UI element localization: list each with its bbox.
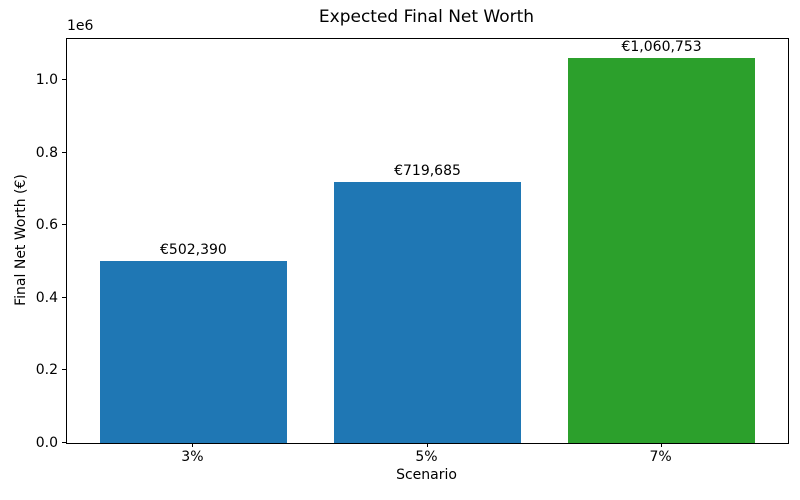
y-axis-offset-label: 1e6 <box>67 18 94 34</box>
bar <box>333 181 522 443</box>
plot-area: €502,390 €719,685 €1,060,753 <box>66 38 789 444</box>
x-tick-label: 3% <box>181 449 204 465</box>
y-tick-mark <box>62 79 66 81</box>
bar-value-label: €502,390 <box>160 241 227 258</box>
y-tick-mark <box>62 224 66 226</box>
x-tick-label: 7% <box>649 449 672 465</box>
x-tick-mark <box>192 443 194 447</box>
y-tick-label: 0.0 <box>35 435 58 451</box>
x-tick-mark <box>426 443 428 447</box>
x-tick-mark <box>660 443 662 447</box>
y-tick-label: 0.8 <box>35 144 58 161</box>
y-tick-mark <box>62 442 66 443</box>
y-tick-label: 0.6 <box>35 217 58 234</box>
x-tick-label: 5% <box>415 449 438 465</box>
y-tick-mark <box>62 151 66 153</box>
bar-value-label: €719,685 <box>394 162 461 179</box>
x-axis-label: Scenario <box>396 467 457 483</box>
y-tick-label: 0.2 <box>35 362 58 379</box>
y-tick-label: 0.4 <box>35 289 58 306</box>
bar <box>99 260 288 443</box>
bar-value-label: €1,060,753 <box>621 39 702 56</box>
y-tick-label: 1.0 <box>35 72 58 89</box>
chart-title: Expected Final Net Worth <box>318 7 535 27</box>
y-tick-mark <box>62 369 66 371</box>
y-tick-mark <box>62 296 66 298</box>
y-axis-label: Final Net Worth (€) <box>13 174 29 306</box>
bar <box>567 58 756 443</box>
